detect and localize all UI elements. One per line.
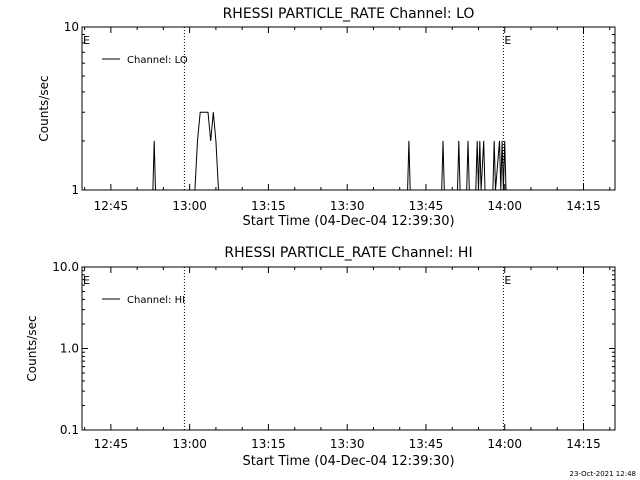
panel-hi: RHESSI PARTICLE_RATE Channel: HI 12:45 13:…	[25, 245, 616, 469]
y-tick-label: 0.1	[60, 423, 79, 437]
x-tick-label: 14:00	[487, 437, 522, 451]
footer-timestamp: 23-Oct-2021 12:48	[570, 470, 636, 478]
legend-entry: Channel: HI	[127, 295, 185, 306]
y-tick-label: 10	[64, 20, 79, 34]
y-tick-label: 1.0	[60, 342, 79, 356]
x-tick-label: 14:00	[487, 199, 522, 213]
y-axis-label: Counts/sec	[37, 75, 51, 141]
left-marker-label: E	[83, 274, 90, 287]
series-line	[82, 111, 508, 191]
y-axis-label: Counts/sec	[25, 315, 39, 381]
x-tick-label: 12:45	[94, 437, 129, 451]
x-axis-label: Start Time (04-Dec-04 12:39:30)	[242, 214, 454, 229]
event-marker-label: E	[504, 274, 511, 287]
x-tick-label: 13:15	[251, 199, 286, 213]
x-axis-label: Start Time (04-Dec-04 12:39:30)	[242, 454, 454, 469]
legend-entry: Channel: LO	[127, 55, 188, 66]
x-tick-label: 13:45	[409, 199, 444, 213]
plot-frame	[81, 26, 616, 191]
chart-title: RHESSI PARTICLE_RATE Channel: HI	[224, 245, 472, 261]
x-tick-label: 14:15	[566, 437, 601, 451]
x-tick-label: 12:45	[94, 199, 129, 213]
x-tick-label: 13:30	[330, 199, 365, 213]
x-tick-label: 14:15	[566, 199, 601, 213]
panel-lo: RHESSI PARTICLE_RATE Channel: LO 12:45 13:…	[37, 6, 616, 229]
x-tick-label: 13:45	[409, 437, 444, 451]
y-tick-label: 10.0	[52, 260, 79, 274]
left-marker-label: E	[83, 34, 90, 47]
x-tick-label: 13:30	[330, 437, 365, 451]
chart-title: RHESSI PARTICLE_RATE Channel: LO	[223, 6, 475, 22]
y-tick-label: 1	[71, 183, 79, 197]
x-tick-label: 13:00	[172, 437, 207, 451]
x-tick-label: 13:00	[172, 199, 207, 213]
x-tick-label: 13:15	[251, 437, 286, 451]
plot-frame	[81, 266, 616, 431]
event-marker-label: E	[504, 34, 511, 47]
